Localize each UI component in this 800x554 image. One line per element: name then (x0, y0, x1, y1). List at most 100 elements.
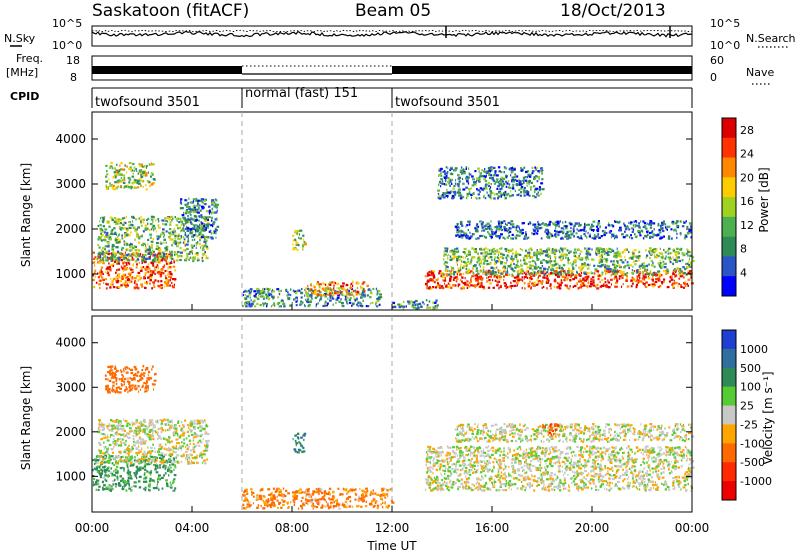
velocity-colorbar-tick-4: -25 (740, 418, 758, 431)
velocity-colorbar-tick-7: -1000 (740, 475, 772, 488)
noise-sky-label: N.Sky (4, 32, 36, 45)
freq-tick-18: 18 (66, 54, 80, 67)
power-echo-region-3 (105, 161, 156, 191)
power-panel: 1000 2000 3000 4000 Slant Range [km] 4 8 12 16… (19, 111, 771, 311)
freq-label: Freq. (16, 52, 43, 65)
time-xlabel: Time UT (366, 539, 417, 553)
velocity-colorbar-tick-6: -500 (740, 456, 765, 469)
freq-panel: Freq. [MHz] 18 8 60 0 Nave (6, 52, 774, 85)
velocity-colorbar-swatch-2 (722, 367, 736, 388)
power-colorbar-swatch-5 (722, 216, 736, 238)
velocity-y-tick-3000: 3000 (55, 380, 86, 394)
noise-sky-line (91, 30, 693, 38)
power-colorbar-swatch-3 (722, 177, 736, 198)
velocity-echo-region-7 (454, 423, 695, 443)
station-title: Saskatoon (fitACF) (92, 1, 249, 21)
velocity-echo-region-4 (292, 432, 307, 454)
power-echo-region-6 (242, 287, 383, 308)
velocity-y-tick-1000: 1000 (55, 469, 86, 483)
noise-tick-bottom: 10^0 (52, 39, 82, 52)
power-echoes (92, 161, 695, 310)
power-x-tickmarks (91, 304, 693, 310)
nave-label: Nave (746, 66, 774, 79)
power-colorbar-tick-4: 4 (740, 266, 747, 279)
noise-tick-top: 10^5 (52, 17, 82, 30)
power-echo-region-2 (97, 215, 210, 263)
velocity-colorbar-tick-1: 500 (740, 362, 761, 375)
nave-tick-0: 0 (710, 71, 717, 84)
freq-unit-label: [MHz] (6, 66, 38, 79)
noise-search-label: N.Search (746, 32, 796, 45)
power-echo-region-10 (442, 247, 695, 277)
noise-panel: N.Sky 10^5 10^0 10^5 10^0 N.Search (4, 17, 796, 52)
time-tick-6: 00:00 (675, 521, 710, 535)
velocity-colorbar-swatch-5 (722, 424, 736, 444)
velocity-colorbar-swatch-1 (722, 348, 736, 369)
velocity-colorbar-swatch-7 (722, 462, 736, 482)
velocity-echo-region-6 (424, 445, 695, 492)
time-tick-1: 04:00 (175, 521, 210, 535)
freq-tick-8: 8 (70, 71, 77, 84)
time-tick-2: 08:00 (275, 521, 310, 535)
noise-search-line (91, 29, 693, 33)
velocity-colorbar-label: Velocity [m s⁻¹] (761, 371, 775, 464)
velocity-colorbar-tick-0: 1000 (740, 343, 768, 356)
velocity-x-ticks: 00:00 04:00 08:00 12:00 16:00 20:00 00:00 (75, 506, 710, 535)
velocity-colorbar-tick-5: -100 (740, 437, 765, 450)
time-tick-0: 00:00 (75, 521, 110, 535)
velocity-echo-region-2 (97, 418, 210, 465)
cpid-segment-3: twofsound 3501 (395, 95, 500, 110)
power-y-ticks: 1000 2000 3000 4000 (55, 132, 692, 281)
power-echo-region-11 (454, 220, 693, 240)
freq-band-3 (392, 66, 692, 74)
power-echo-region-4 (179, 197, 220, 240)
beam-title: Beam 05 (355, 1, 431, 21)
velocity-echo-region-8 (542, 423, 560, 436)
power-echo-region-1 (92, 251, 177, 290)
velocity-colorbar-swatch-4 (722, 405, 736, 425)
noise-right-tick-top: 10^5 (710, 17, 740, 30)
freq-trace (92, 65, 692, 75)
power-colorbar-tick-12: 12 (740, 219, 754, 232)
velocity-colorbar-swatch-0 (722, 330, 736, 350)
velocity-y-ticks: 1000 2000 3000 4000 (55, 336, 692, 483)
power-echo-region-7 (305, 280, 369, 297)
power-colorbar: 4 8 12 16 20 24 28 (721, 117, 754, 297)
power-echo-region-5 (292, 229, 307, 252)
time-tick-3: 12:00 (375, 521, 410, 535)
time-tick-4: 16:00 (475, 521, 510, 535)
time-tick-5: 20:00 (575, 521, 610, 535)
power-colorbar-swatch-0 (722, 118, 736, 139)
cpid-segment-1: twofsound 3501 (95, 95, 200, 110)
velocity-y-tick-4000: 4000 (55, 336, 86, 350)
date-title: 18/Oct/2013 (560, 1, 666, 21)
power-colorbar-swatch-7 (722, 256, 736, 277)
power-colorbar-swatch-6 (722, 236, 736, 257)
nave-tick-60: 60 (710, 54, 724, 67)
power-colorbar-swatch-1 (722, 137, 736, 159)
velocity-echo-region-5 (242, 487, 395, 510)
velocity-colorbar-tick-2: 100 (740, 381, 761, 394)
velocity-y-tick-2000: 2000 (55, 425, 86, 439)
power-colorbar-tick-16: 16 (740, 195, 754, 208)
velocity-colorbar-tick-3: 25 (740, 400, 754, 413)
power-colorbar-tick-20: 20 (740, 171, 754, 184)
power-y-tick-2000: 2000 (55, 222, 86, 236)
power-y-tick-1000: 1000 (55, 267, 86, 281)
power-echo-region-8 (392, 299, 439, 310)
noise-trace (91, 26, 693, 38)
noise-right-tick-bottom: 10^0 (710, 39, 740, 52)
velocity-echo-region-3 (104, 365, 157, 394)
power-y-tick-3000: 3000 (55, 177, 86, 191)
freq-band-1 (92, 66, 242, 74)
power-y-tick-4000: 4000 (55, 132, 86, 146)
power-ylabel: Slant Range [km] (19, 163, 33, 267)
power-colorbar-tick-8: 8 (740, 243, 747, 256)
power-colorbar-tick-24: 24 (740, 148, 754, 161)
cpid-segment-2: normal (fast) 151 (245, 86, 358, 101)
power-colorbar-label: Power [dB] (757, 167, 771, 232)
velocity-panel: 1000 2000 3000 4000 00:00 04:00 08:00 12:00 16:… (19, 315, 775, 553)
velocity-colorbar-swatch-6 (722, 443, 736, 463)
power-colorbar-swatch-2 (722, 157, 736, 178)
